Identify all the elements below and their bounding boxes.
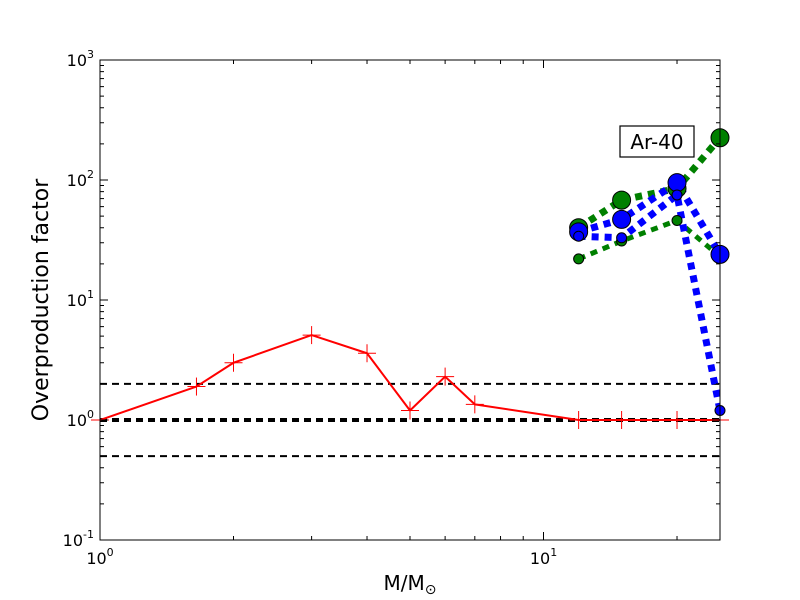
circle-marker — [667, 173, 687, 193]
y-axis-label: Overproduction factor — [29, 178, 54, 421]
circle-marker — [671, 214, 683, 226]
series-line-5 — [578, 191, 720, 412]
x-axis-label: M/M⊙ — [384, 571, 437, 598]
annotation-frame — [619, 125, 695, 158]
y-tick-label: 101 — [67, 288, 94, 310]
circle-marker — [573, 230, 585, 242]
axis-ticks — [99, 59, 720, 541]
annotation-label: Ar-40 — [630, 130, 683, 154]
circle-marker — [616, 232, 628, 244]
circle-marker — [612, 190, 632, 210]
x-tick-label: 101 — [530, 546, 557, 568]
y-tick-label: 102 — [67, 168, 94, 190]
circle-marker — [671, 189, 683, 201]
plus-marker — [187, 377, 206, 396]
plus-marker — [465, 395, 484, 414]
plus-marker — [612, 411, 631, 429]
plus-marker — [436, 367, 455, 386]
series-line-2 — [576, 135, 720, 231]
data-series — [100, 135, 720, 421]
x-axis-label-main: M/M — [384, 571, 425, 595]
plot-area-background — [100, 60, 720, 540]
plus-marker — [668, 411, 687, 429]
plus-marker — [302, 326, 321, 345]
circle-marker — [612, 209, 632, 229]
circle-marker — [573, 253, 585, 265]
plus-marker — [358, 344, 377, 363]
x-axis-label-subscript: ⊙ — [425, 582, 437, 598]
plus-marker — [569, 411, 588, 429]
plus-marker — [401, 401, 419, 420]
y-tick-label: 100 — [67, 408, 94, 430]
x-tick-label: 100 — [86, 546, 113, 568]
series-line-3 — [577, 217, 720, 262]
y-tick-label: 103 — [67, 48, 94, 70]
plus-marker — [224, 353, 243, 372]
data-markers — [91, 128, 730, 429]
annotation-box: Ar-40 — [619, 125, 695, 158]
y-tick-label: 10-1 — [63, 528, 94, 550]
series-line-1 — [100, 334, 720, 421]
